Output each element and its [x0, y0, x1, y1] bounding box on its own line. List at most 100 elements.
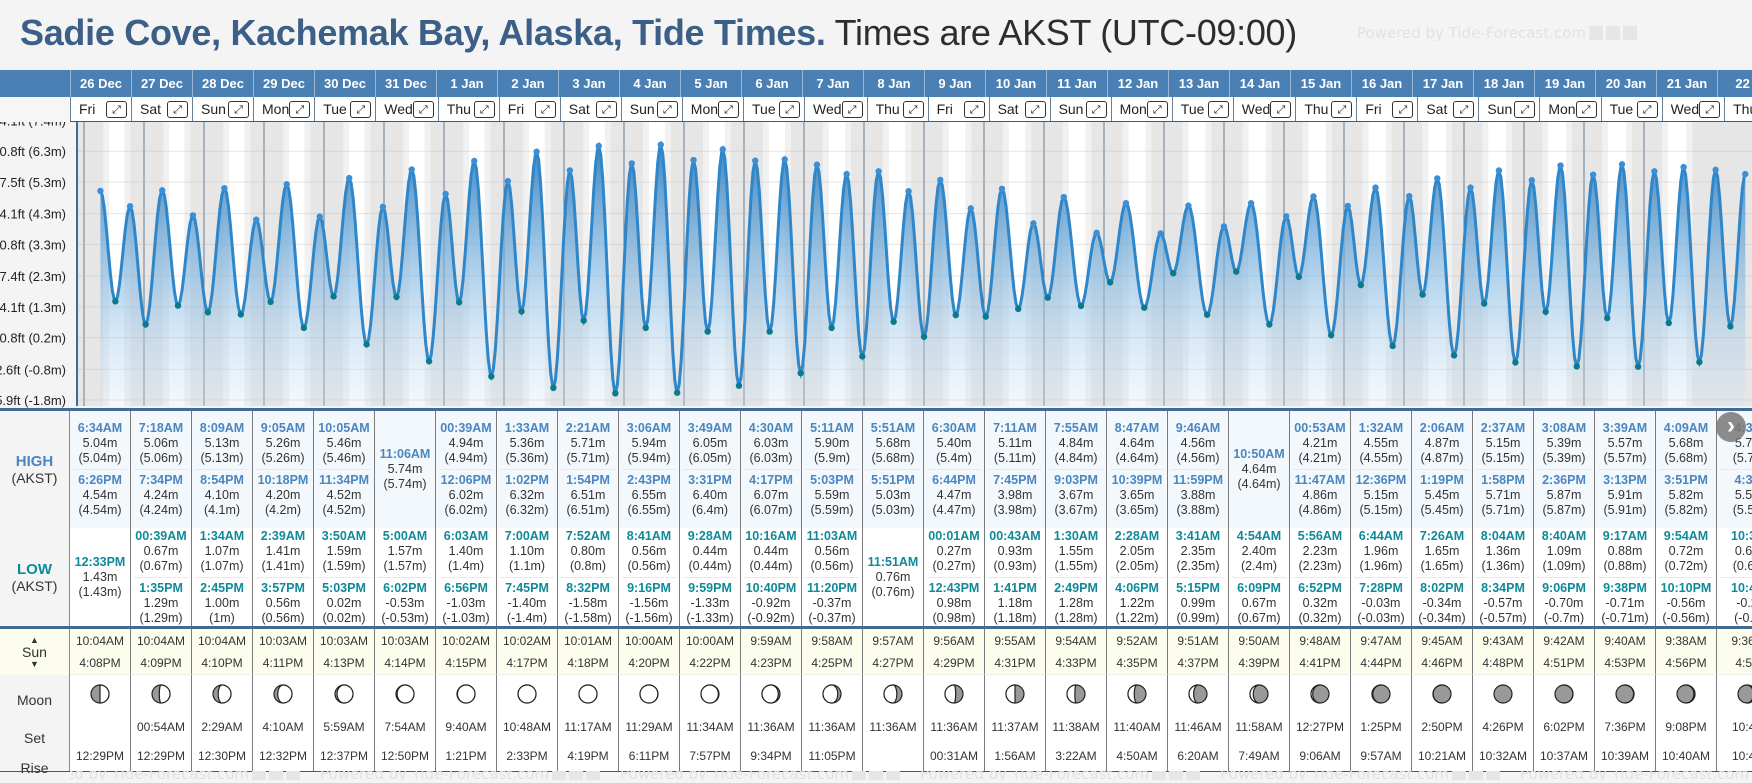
date-header[interactable]: 9 Jan: [924, 70, 985, 97]
date-header[interactable]: 27 Dec: [131, 70, 192, 97]
expand-day-icon[interactable]: ⤢: [656, 100, 678, 118]
expand-day-icon[interactable]: ⤢: [1207, 100, 1229, 118]
date-header[interactable]: 21 Jan: [1656, 70, 1717, 97]
expand-day-icon[interactable]: ⤢: [1085, 100, 1107, 118]
moon-cell: 11:40AM 4:50AM: [1107, 675, 1168, 771]
high-tide-point: [1157, 230, 1164, 237]
date-header[interactable]: 14 Jan: [1229, 70, 1290, 97]
expand-day-icon[interactable]: ⤢: [1331, 100, 1353, 118]
date-header[interactable]: 2 Jan: [497, 70, 558, 97]
expand-day-icon[interactable]: ⤢: [350, 100, 372, 118]
date-header[interactable]: 5 Jan: [680, 70, 741, 97]
expand-day-icon[interactable]: ⤢: [534, 100, 556, 118]
expand-day-icon[interactable]: ⤢: [1270, 100, 1292, 118]
high-tide-height: 5.26m: [265, 436, 301, 450]
weekday-cell: Sat ⤢: [131, 97, 192, 121]
date-header[interactable]: 11 Jan: [1046, 70, 1107, 97]
sun-label[interactable]: ▲ Sun ▼: [0, 629, 70, 675]
date-header[interactable]: 1 Jan: [436, 70, 497, 97]
date-header[interactable]: 13 Jan: [1168, 70, 1229, 97]
date-header[interactable]: 16 Jan: [1351, 70, 1412, 97]
high-tide-point: [442, 190, 449, 198]
date-header[interactable]: 31 Dec: [375, 70, 436, 97]
high-tide-height-alt: (5.68m): [1664, 451, 1708, 465]
high-tide-cell: 7:55AM 4.84m (4.84m) 9:03PM 3.67m (3.67m): [1046, 411, 1107, 528]
next-days-button[interactable]: ›: [1716, 412, 1746, 442]
expand-day-icon[interactable]: ⤢: [289, 100, 311, 118]
date-header[interactable]: 10 Jan: [985, 70, 1046, 97]
low-tide-point: [300, 324, 308, 332]
high-tide-height: 5.59: [1734, 488, 1752, 502]
weekday-cell: Sat ⤢: [988, 97, 1050, 121]
date-header[interactable]: 15 Jan: [1290, 70, 1351, 97]
expand-day-icon[interactable]: ⤢: [167, 100, 188, 118]
expand-day-icon[interactable]: ⤢: [1699, 100, 1721, 118]
low-tide-time: 10:45: [1731, 580, 1752, 595]
low-tide-height-alt: (0.88m): [1603, 558, 1647, 573]
high-tide-cell: 4:30AM 6.03m (6.03m) 4:17PM 6.07m (6.07m): [741, 411, 802, 528]
expand-day-icon[interactable]: ⤢: [1392, 100, 1414, 118]
expand-day-icon[interactable]: ⤢: [1514, 100, 1536, 118]
expand-day-icon[interactable]: ⤢: [902, 100, 924, 118]
low-tide-height: -1.33m: [690, 595, 730, 610]
expand-day-icon[interactable]: ⤢: [106, 100, 127, 118]
expand-day-icon[interactable]: ⤢: [595, 100, 617, 118]
powered-by-watermark[interactable]: Powered by Tide-Forecast.com: [1357, 24, 1637, 42]
moonset-time: 11:34AM: [686, 720, 734, 734]
moonrise-time: 11:05PM: [808, 749, 856, 763]
expand-day-icon[interactable]: ⤢: [473, 100, 495, 118]
moon-lit-part: [1624, 684, 1635, 704]
expand-day-icon[interactable]: ⤢: [228, 100, 249, 118]
low-tide-time: 7:26AM: [1419, 528, 1465, 543]
expand-day-icon[interactable]: ⤢: [1024, 100, 1046, 118]
date-header[interactable]: 29 Dec: [253, 70, 314, 97]
date-header[interactable]: 3 Jan: [558, 70, 619, 97]
powered-by-watermark[interactable]: Powered by Tide-Forecast.com: [1520, 771, 1752, 780]
date-header[interactable]: 4 Jan: [619, 70, 680, 97]
sunset-time: 4:44PM: [1360, 655, 1402, 670]
high-tide-entry: 2:21AM 5.71m (5.71m): [561, 418, 615, 469]
high-tide-entry: 4:315.59(5.59: [1720, 469, 1752, 521]
low-tide-height: 0.93m: [997, 543, 1033, 558]
high-tide-entry: 6:44PM 4.47m (4.47m): [927, 469, 981, 521]
date-header[interactable]: 26 Dec: [70, 70, 131, 97]
high-tide-height-alt: (6.32m): [505, 503, 549, 517]
date-header[interactable]: 20 Jan: [1595, 70, 1656, 97]
moon-lit-part: [1127, 684, 1138, 704]
date-header[interactable]: 30 Dec: [314, 70, 375, 97]
sunrise-time: 10:00AM: [685, 633, 735, 648]
date-header[interactable]: 8 Jan: [863, 70, 924, 97]
date-header[interactable]: 17 Jan: [1412, 70, 1473, 97]
expand-day-icon[interactable]: ⤢: [779, 100, 801, 118]
expand-day-icon[interactable]: ⤢: [963, 100, 985, 118]
high-tide-time: 10:39PM: [1111, 473, 1163, 487]
date-header[interactable]: 12 Jan: [1107, 70, 1168, 97]
expand-day-icon[interactable]: ⤢: [1453, 100, 1475, 118]
date-header[interactable]: 19 Jan: [1534, 70, 1595, 97]
expand-day-icon[interactable]: ⤢: [718, 100, 740, 118]
powered-by-watermark[interactable]: Powered by Tide-Forecast.com: [1220, 771, 1501, 780]
expand-day-icon[interactable]: ⤢: [1575, 100, 1597, 118]
powered-by-watermark[interactable]: Powered by Tide-Forecast.com: [620, 771, 901, 780]
expand-day-icon[interactable]: ⤢: [1146, 100, 1168, 118]
powered-by-watermark[interactable]: Powered by Tide-Forecast.com: [320, 771, 601, 780]
logo-icon: [1452, 771, 1467, 780]
date-header[interactable]: 7 Jan: [802, 70, 863, 97]
high-tz-text: (AKST): [11, 470, 58, 486]
high-tide-point: [1185, 202, 1192, 209]
low-tide-entry: 1:30AM 1.55m (1.55m): [1049, 528, 1103, 577]
logo-icon: [1623, 26, 1637, 40]
low-tide-point: [1512, 359, 1519, 366]
date-header[interactable]: 22 J: [1717, 70, 1752, 97]
high-tide-cell: 5:51AM 5.68m (5.68m) 5:51PM 5.03m (5.03m): [863, 411, 924, 528]
powered-by-watermark[interactable]: Powered by Tide-Forecast.com: [920, 771, 1201, 780]
date-header[interactable]: 18 Jan: [1473, 70, 1534, 97]
date-header[interactable]: 28 Dec: [192, 70, 253, 97]
sunrise-time: 9:36A: [1731, 633, 1752, 648]
expand-day-icon[interactable]: ⤢: [1636, 100, 1658, 118]
date-header[interactable]: 6 Jan: [741, 70, 802, 97]
powered-by-watermark[interactable]: Powered by Tide-Forecast.com: [70, 771, 301, 780]
expand-day-icon[interactable]: ⤢: [412, 100, 434, 118]
expand-day-icon[interactable]: ⤢: [841, 100, 863, 118]
low-tide-point: [1044, 294, 1051, 301]
